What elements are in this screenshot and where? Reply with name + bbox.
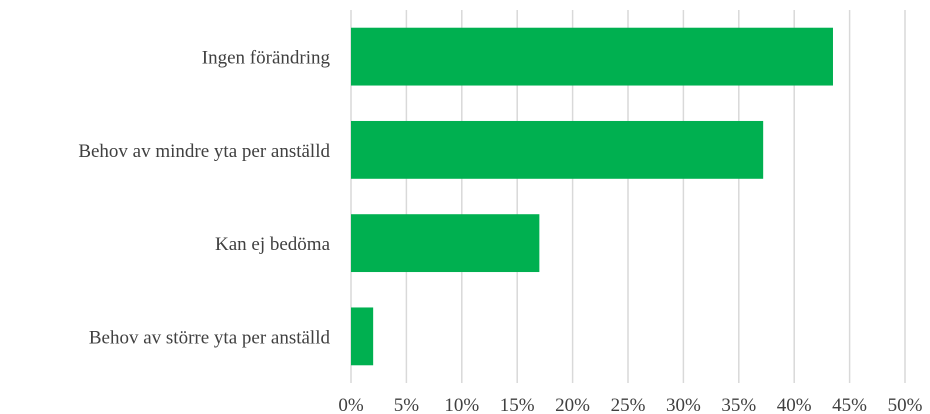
bar — [351, 27, 833, 86]
category-label: Kan ej bedöma — [215, 234, 331, 255]
category-label: Ingen förändring — [202, 48, 331, 69]
category-label: Behov av större yta per anställd — [89, 327, 331, 348]
bars — [351, 27, 833, 366]
x-tick-label: 5% — [394, 395, 420, 414]
x-axis-tick-labels: 0% 5% 10% 15% 20% 25% 30% 35% 40% 45% 50% — [338, 395, 922, 414]
bar — [351, 120, 764, 179]
category-label: Behov av mindre yta per anställd — [78, 141, 330, 162]
x-tick-label: 20% — [555, 395, 590, 414]
bar — [351, 214, 540, 273]
x-tick-label: 10% — [444, 395, 479, 414]
x-tick-label: 50% — [888, 395, 923, 414]
x-tick-label: 30% — [666, 395, 701, 414]
x-tick-label: 45% — [832, 395, 867, 414]
x-tick-label: 0% — [338, 395, 364, 414]
x-tick-label: 25% — [611, 395, 646, 414]
bar — [351, 307, 374, 366]
x-tick-label: 15% — [500, 395, 535, 414]
x-tick-label: 40% — [777, 395, 812, 414]
x-tick-label: 35% — [721, 395, 756, 414]
category-labels: Ingen förändring Behov av mindre yta per … — [78, 48, 330, 349]
